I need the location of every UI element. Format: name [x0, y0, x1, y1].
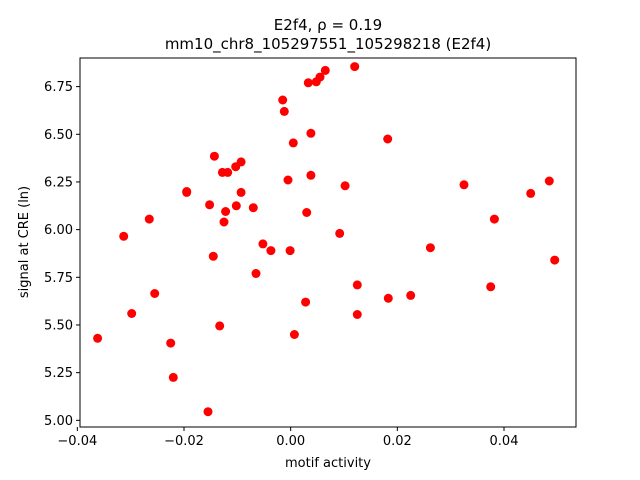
x-tick-label: −0.04	[57, 434, 97, 449]
data-point-33	[301, 297, 311, 307]
data-point-1	[93, 333, 103, 343]
data-point-55	[550, 255, 560, 265]
data-point-10	[203, 407, 213, 417]
data-point-4	[144, 214, 154, 224]
x-tick-label: −0.02	[164, 434, 204, 449]
data-point-36	[306, 170, 316, 180]
data-point-2	[119, 231, 129, 241]
data-point-12	[208, 251, 218, 261]
data-point-48	[406, 290, 416, 300]
data-point-9	[182, 187, 192, 197]
y-tick-label: 5.75	[44, 271, 73, 286]
data-point-29	[283, 175, 293, 185]
data-point-50	[459, 180, 469, 190]
data-point-51	[486, 282, 496, 292]
data-point-17	[221, 207, 231, 216]
y-tick-label: 6.25	[44, 175, 73, 190]
y-axis-label: signal at CRE (ln)	[17, 186, 32, 298]
data-point-6	[166, 338, 176, 348]
x-axis-ticks: −0.04 −0.02 0.00 0.02 0.04	[57, 427, 518, 449]
data-point-35	[303, 78, 313, 88]
data-point-23	[248, 203, 258, 213]
data-point-18	[223, 167, 233, 177]
data-point-30	[285, 246, 295, 256]
data-point-32	[289, 330, 299, 339]
data-point-54	[544, 176, 554, 186]
chart-title-line1: E2f4, ρ = 0.19	[274, 16, 382, 34]
data-point-28	[279, 106, 289, 116]
y-tick-label: 5.25	[44, 366, 73, 381]
data-point-3	[127, 309, 137, 318]
data-point-5	[150, 289, 160, 298]
data-points	[93, 62, 560, 417]
y-tick-label: 5.00	[44, 414, 73, 429]
data-point-37	[306, 128, 316, 138]
data-point-31	[288, 138, 298, 148]
data-point-44	[352, 280, 362, 290]
data-point-42	[340, 181, 350, 191]
data-point-53	[526, 188, 536, 198]
data-point-47	[383, 293, 393, 303]
data-point-7	[168, 372, 178, 382]
data-point-14	[215, 321, 225, 331]
data-point-24	[251, 269, 261, 278]
data-point-11	[205, 200, 215, 210]
data-point-13	[209, 151, 219, 161]
chart-title-line2: mm10_chr8_105297551_105298218 (E2f4)	[165, 35, 491, 54]
data-point-46	[383, 134, 393, 144]
y-tick-label: 6.75	[44, 80, 73, 95]
data-point-25	[258, 239, 268, 249]
data-point-21	[236, 157, 246, 167]
y-tick-label: 6.00	[44, 223, 73, 238]
y-tick-label: 5.50	[44, 318, 73, 333]
x-tick-label: 0.04	[490, 434, 519, 449]
y-tick-label: 6.50	[44, 128, 73, 143]
data-point-39	[315, 72, 325, 82]
data-point-20	[231, 201, 241, 211]
data-point-34	[302, 208, 312, 217]
data-point-16	[219, 217, 229, 227]
data-point-45	[352, 310, 362, 319]
x-tick-label: 0.02	[383, 434, 412, 449]
x-tick-label: 0.00	[276, 434, 305, 449]
data-point-43	[350, 62, 360, 72]
data-point-41	[335, 228, 345, 238]
data-point-49	[425, 243, 435, 253]
plot-frame	[79, 57, 577, 428]
x-axis-label: motif activity	[285, 456, 371, 471]
data-point-27	[278, 95, 288, 105]
data-point-22	[236, 187, 246, 197]
data-point-52	[489, 214, 499, 224]
data-point-26	[266, 246, 276, 256]
y-axis-ticks: 5.00 5.25 5.50 5.75 6.00 6.25 6.50 6.75	[44, 80, 80, 429]
data-point-40	[320, 65, 330, 75]
